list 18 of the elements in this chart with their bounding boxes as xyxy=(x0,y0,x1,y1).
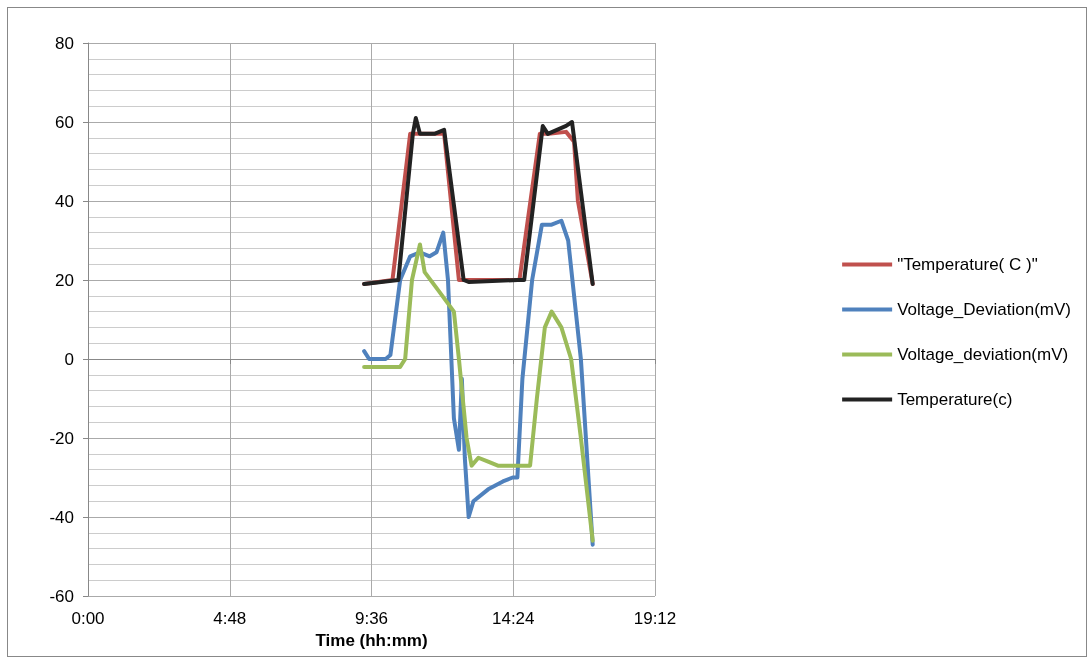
x-tick-label: 14:24 xyxy=(491,609,535,628)
x-tick-label: 9:36 xyxy=(354,609,389,628)
y-tick-label: 20 xyxy=(55,270,74,290)
legend-label: Voltage_deviation(mV) xyxy=(897,345,1069,364)
x-tick-label: 4:48 xyxy=(213,609,247,628)
legend-label: "Temperature( C )" xyxy=(897,255,1038,274)
x-axis-title: Time (hh:mm) xyxy=(315,630,428,650)
y-tick-label: 0 xyxy=(64,349,74,369)
x-tick-label: 19:12 xyxy=(633,609,677,628)
y-tick-label: -20 xyxy=(49,428,74,448)
legend-label: Temperature(c) xyxy=(897,390,1013,409)
x-tick-label: 0:00 xyxy=(71,609,105,628)
y-tick-label: 80 xyxy=(55,33,74,53)
y-tick-label: -40 xyxy=(49,507,74,527)
legend-label: Voltage_Deviation(mV) xyxy=(897,300,1072,319)
y-tick-label: -60 xyxy=(49,586,74,606)
y-tick-label: 40 xyxy=(55,191,74,211)
y-tick-label: 60 xyxy=(55,112,74,132)
